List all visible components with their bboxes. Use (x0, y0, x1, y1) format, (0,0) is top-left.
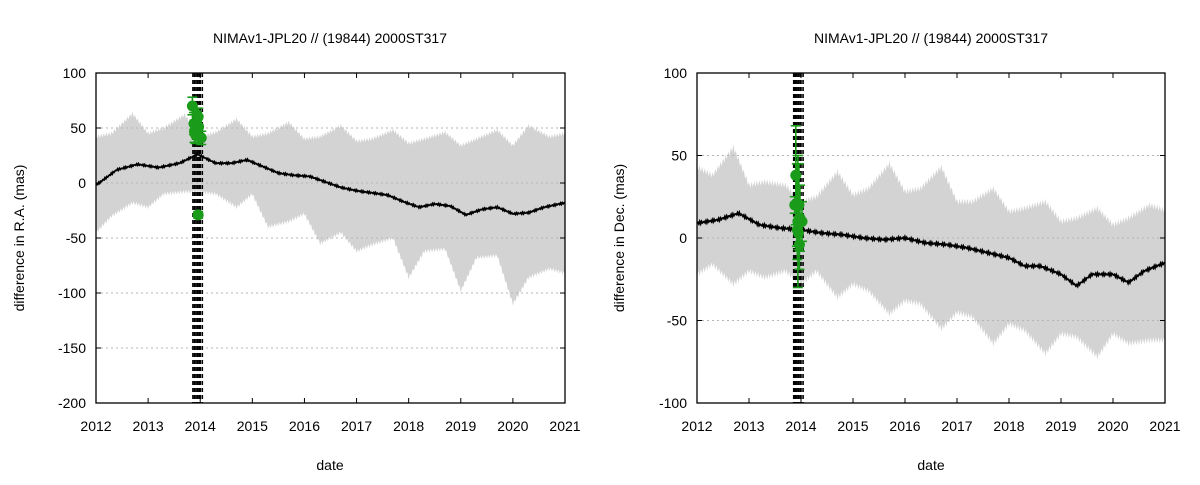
ra-x-tick-label: 2020 (497, 418, 528, 434)
ra-chart: NIMAv1-JPL20 // (19844) 2000ST317 date d… (11, 30, 581, 473)
ra-y-tick-label: 50 (70, 120, 86, 136)
dec-x-tick-label: 2013 (733, 418, 764, 434)
dec-observation-point (792, 227, 804, 239)
dec-y-tick-label: -100 (659, 395, 687, 411)
ra-x-tick-label: 2014 (185, 418, 216, 434)
ra-x-tick-label: 2012 (80, 418, 111, 434)
ra-x-axis-label: date (316, 457, 343, 473)
dec-y-tick-label: 50 (671, 148, 687, 164)
ra-x-tick-label: 2019 (445, 418, 476, 434)
dec-x-tick-label: 2012 (681, 418, 712, 434)
ra-y-tick-label: 0 (78, 175, 86, 191)
dec-chart: NIMAv1-JPL20 // (19844) 2000ST317 date d… (611, 30, 1181, 473)
ra-x-tick-label: 2017 (341, 418, 372, 434)
dec-x-tick-label: 2017 (941, 418, 972, 434)
dec-x-tick-label: 2014 (785, 418, 816, 434)
ra-x-tick-label: 2016 (289, 418, 320, 434)
ra-observation-point (195, 132, 207, 144)
ra-difference-line (95, 152, 566, 218)
ra-chart-title: NIMAv1-JPL20 // (19844) 2000ST317 (213, 30, 447, 46)
dec-observation-point (793, 239, 805, 251)
dec-y-axis-label: difference in Dec. (mas) (611, 164, 627, 312)
dec-x-tick-label: 2018 (993, 418, 1024, 434)
ra-y-tick-label: -200 (58, 395, 86, 411)
dec-x-tick-label: 2016 (889, 418, 920, 434)
ra-y-axis-label: difference in R.A. (mas) (11, 165, 27, 312)
ra-observation-point (192, 209, 204, 221)
dec-y-tick-label: 0 (679, 230, 687, 246)
dec-uncertainty-band (697, 144, 1165, 360)
dec-x-tick-label: 2015 (837, 418, 868, 434)
dec-y-tick-label: 100 (664, 65, 688, 81)
ra-y-tick-label: -150 (58, 340, 86, 356)
dec-chart-title: NIMAv1-JPL20 // (19844) 2000ST317 (814, 30, 1048, 46)
dec-difference-line (696, 209, 1166, 289)
ra-y-tick-label: -100 (58, 285, 86, 301)
ra-x-tick-label: 2015 (237, 418, 268, 434)
dec-x-tick-label: 2020 (1097, 418, 1128, 434)
ra-x-tick-label: 2013 (133, 418, 164, 434)
dec-x-axis-label: date (917, 457, 944, 473)
dec-x-tick-label: 2019 (1045, 418, 1076, 434)
ra-x-tick-label: 2021 (549, 418, 580, 434)
ra-observation-point (193, 121, 205, 133)
ra-x-tick-label: 2018 (393, 418, 424, 434)
dec-y-tick-label: -50 (667, 313, 687, 329)
ra-uncertainty-band (96, 111, 565, 306)
ra-y-tick-label: -50 (66, 230, 86, 246)
ra-y-tick-label: 100 (63, 65, 87, 81)
dec-x-tick-label: 2021 (1149, 418, 1180, 434)
